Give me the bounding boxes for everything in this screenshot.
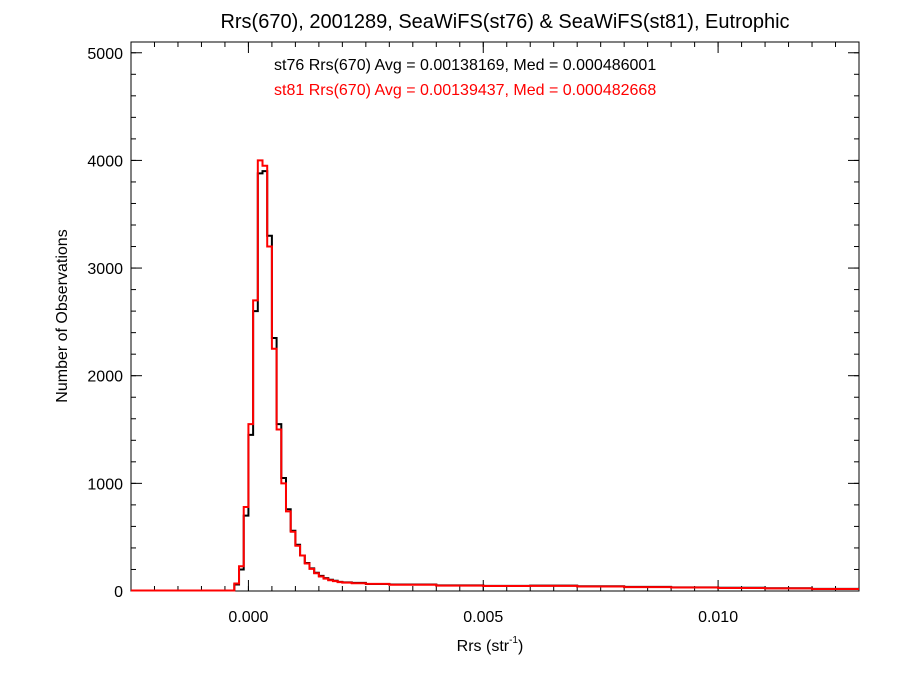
x-axis-label-close: ) xyxy=(518,638,523,655)
x-axis-label-sup: -1 xyxy=(509,635,518,646)
y-tick-label: 2000 xyxy=(87,369,123,386)
x-axis-label-base: Rrs (str xyxy=(457,638,510,655)
y-axis-tick-labels: 0 1000 2000 3000 4000 5000 xyxy=(87,46,123,601)
y-axis-label: Number of Observations xyxy=(54,229,71,402)
y-axis-ticks xyxy=(131,52,859,592)
histogram-series-st76 xyxy=(131,170,859,592)
x-axis-ticks xyxy=(130,42,860,591)
stats-text-st76: st76 Rrs(670) Avg = 0.00138169, Med = 0.… xyxy=(274,57,656,74)
plot-frame xyxy=(130,41,860,592)
x-tick-label: 0.010 xyxy=(698,609,738,626)
stats-text-st81: st81 Rrs(670) Avg = 0.00139437, Med = 0.… xyxy=(274,82,656,99)
x-tick-label: 0.000 xyxy=(228,609,268,626)
y-tick-label: 3000 xyxy=(87,261,123,278)
x-tick-label: 0.005 xyxy=(463,609,503,626)
y-tick-label: 5000 xyxy=(87,46,123,63)
y-tick-label: 1000 xyxy=(87,476,123,493)
y-tick-label: 0 xyxy=(114,584,123,601)
x-axis-label: Rrs (str-1) xyxy=(457,635,524,655)
chart-title: Rrs(670), 2001289, SeaWiFS(st76) & SeaWi… xyxy=(220,11,789,33)
plot-area xyxy=(130,41,860,592)
x-axis-tick-labels: 0.000 0.005 0.010 xyxy=(228,609,738,626)
histogram-series-st81 xyxy=(131,159,859,592)
y-tick-label: 4000 xyxy=(87,153,123,170)
series-layer xyxy=(131,159,859,592)
